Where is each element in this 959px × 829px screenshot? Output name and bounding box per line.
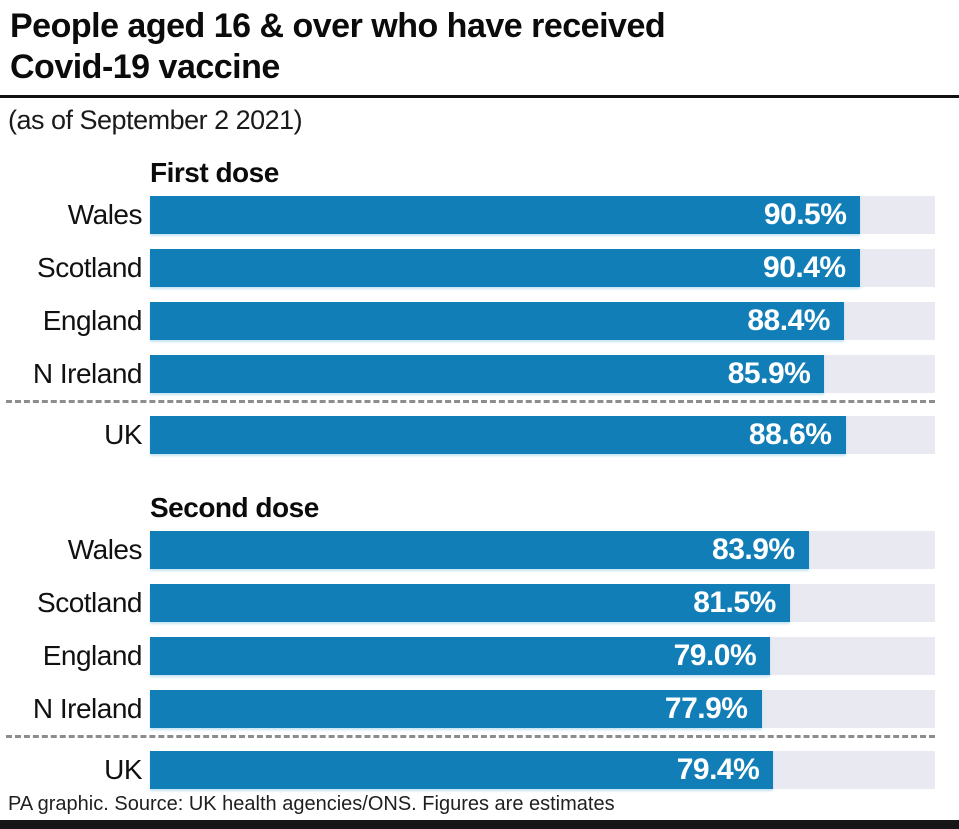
- bar-value-label: 77.9%: [664, 691, 748, 725]
- bar-fill: 79.4%: [150, 750, 774, 789]
- bar-track: 90.5%: [150, 195, 935, 234]
- bar-fill: 77.9%: [150, 689, 762, 728]
- bottom-black-bar: [0, 820, 959, 829]
- section-title-first-dose: First dose: [150, 156, 279, 188]
- bar-row-second-dose-uk: UK 79.4%: [10, 750, 935, 789]
- bar-track: 77.9%: [150, 689, 935, 728]
- bar-row-first-dose-wales: Wales 90.5%: [10, 195, 935, 234]
- category-label: England: [42, 304, 143, 336]
- bar-row-second-dose-england: England 79.0%: [10, 636, 935, 675]
- bar-value-label: 88.4%: [747, 303, 830, 337]
- bar-fill: 81.5%: [150, 583, 790, 622]
- section-title-second-dose: Second dose: [150, 491, 319, 523]
- bar-row-first-dose-uk: UK 88.6%: [10, 415, 935, 454]
- bar-fill: 90.5%: [150, 195, 861, 234]
- category-label: UK: [104, 753, 142, 785]
- page-title-line-2: Covid-19 vaccine: [10, 47, 280, 86]
- uk-dashed-separator: [6, 399, 935, 403]
- bar-fill: 90.4%: [150, 248, 860, 287]
- bar-value-label: 88.6%: [748, 417, 832, 451]
- bar-value-label: 79.0%: [673, 638, 757, 672]
- bar-track: 88.6%: [150, 415, 935, 454]
- title-divider: [0, 94, 959, 98]
- bar-fill: 88.6%: [150, 415, 846, 454]
- category-label: Scotland: [37, 251, 142, 283]
- category-label: Wales: [67, 533, 143, 565]
- bar-value-label: 85.9%: [727, 356, 811, 390]
- source-credit: PA graphic. Source: UK health agencies/O…: [8, 793, 615, 815]
- chart-section-second-dose: Second dose Wales 83.9% Scotland 81.5% Englan…: [6, 491, 935, 789]
- uk-dashed-separator: [6, 734, 935, 738]
- bar-row-second-dose-scotland: Scotland 81.5%: [10, 583, 935, 622]
- category-label: England: [42, 639, 143, 671]
- bar-fill: 88.4%: [150, 301, 844, 340]
- bar-row-first-dose-scotland: Scotland 90.4%: [10, 248, 935, 287]
- bar-track: 79.4%: [150, 750, 935, 789]
- bar-fill: 83.9%: [150, 530, 809, 569]
- category-label: N Ireland: [32, 357, 143, 389]
- chart-section-first-dose: First dose Wales 90.5% Scotland 90.4% England…: [6, 156, 935, 454]
- bar-track: 85.9%: [150, 354, 935, 393]
- category-label: Scotland: [37, 586, 142, 618]
- bar-value-label: 81.5%: [693, 585, 776, 619]
- subtitle: (as of September 2 2021): [8, 104, 303, 135]
- page-title-line-1: People aged 16 & over who have received: [10, 7, 666, 45]
- chart-sections: First dose Wales 90.5% Scotland 90.4% England…: [6, 156, 935, 789]
- bar-row-first-dose-england: England 88.4%: [10, 301, 935, 340]
- category-label: Wales: [67, 198, 143, 230]
- bar-value-label: 90.5%: [763, 197, 847, 231]
- bar-track: 79.0%: [150, 636, 935, 675]
- bar-track: 90.4%: [150, 248, 935, 287]
- bar-row-first-dose-n-ireland: N Ireland 85.9%: [10, 354, 935, 393]
- bar-track: 88.4%: [150, 301, 935, 340]
- title-block: People aged 16 & over who have received …: [0, 0, 959, 88]
- bar-track: 83.9%: [150, 530, 935, 569]
- bar-fill: 85.9%: [150, 354, 825, 393]
- bar-fill: 79.0%: [150, 636, 771, 675]
- bar-row-second-dose-n-ireland: N Ireland 77.9%: [10, 689, 935, 728]
- category-label: UK: [104, 418, 142, 450]
- bar-value-label: 83.9%: [712, 532, 795, 566]
- bar-row-second-dose-wales: Wales 83.9%: [10, 530, 935, 569]
- bar-track: 81.5%: [150, 583, 935, 622]
- category-label: N Ireland: [32, 692, 143, 724]
- bar-value-label: 79.4%: [676, 752, 760, 786]
- bar-value-label: 90.4%: [763, 250, 846, 284]
